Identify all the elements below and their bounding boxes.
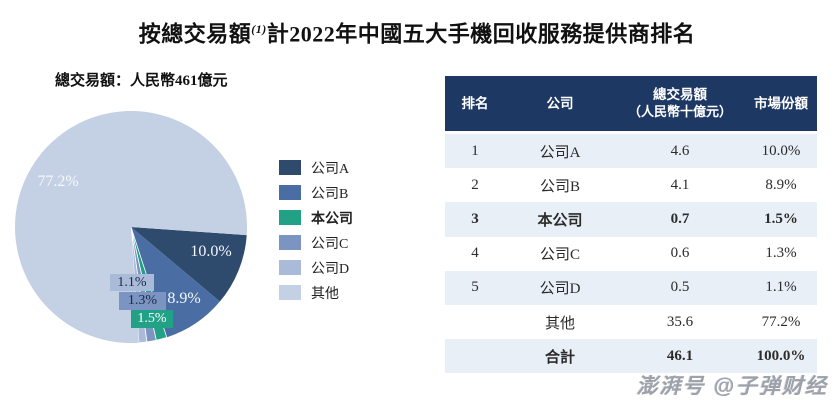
table-cell: 35.6 — [666, 313, 694, 330]
legend-swatch-icon — [279, 260, 301, 275]
table-row: 3 本公司 0.7 1.5% — [445, 202, 817, 237]
pie-label-其他: 77.2% — [37, 173, 79, 190]
pie-callout-本公司: 1.5% — [131, 310, 173, 328]
legend-swatch-icon — [279, 235, 301, 250]
table-cell: 1 — [471, 142, 479, 159]
pie-callout-公司C: 1.3% — [119, 292, 166, 310]
table-cell: 77.2% — [761, 313, 801, 330]
table-cell: 公司D — [539, 281, 581, 298]
table-cell: 1.3% — [765, 245, 797, 262]
table-cell: 8.9% — [765, 176, 797, 193]
legend-label: 本公司 — [311, 211, 353, 227]
table-row: 5 公司D 0.5 1.1% — [445, 270, 817, 305]
table-cell: 4.6 — [670, 142, 690, 159]
watermark: 澎湃号 @子弹财经 — [636, 375, 828, 398]
legend-label: 公司A — [311, 161, 350, 177]
legend-item-公司A: 公司A — [279, 155, 353, 180]
legend: 公司A 公司B 本公司公司C 公司D 其他 — [279, 155, 353, 305]
table-cell: 本公司 — [537, 212, 583, 229]
page-title: 按總交易額(1)計2022年中國五大手機回收服務提供商排名 — [0, 13, 834, 50]
legend-swatch-icon — [279, 185, 301, 200]
legend-label: 公司C — [311, 236, 349, 252]
table-cell: 46.1 — [666, 347, 694, 364]
legend-swatch-icon — [279, 285, 301, 300]
table-cell: 3 — [471, 210, 479, 227]
table-row: 2 公司B 4.1 8.9% — [445, 168, 817, 202]
table-cell: 0.7 — [670, 210, 690, 227]
column-header-排名: 排名 — [461, 95, 489, 111]
title-footnote-marker: (1) — [251, 22, 267, 36]
legend-item-公司C: 公司C — [279, 230, 353, 255]
table-cell: 100.0% — [756, 347, 806, 364]
table-row: 合計 46.1 100.0% — [445, 339, 817, 374]
table-row: 1 公司A 4.6 10.0% — [445, 134, 817, 169]
table-cell: 0.5 — [670, 279, 690, 296]
figure-subtitle: 總交易額：人民幣461億元 — [55, 73, 228, 89]
table-cell: 5 — [471, 279, 479, 296]
table-cell: 0.6 — [670, 245, 690, 262]
legend-swatch-icon — [279, 160, 301, 175]
table-cell: 1.1% — [765, 279, 797, 296]
table-cell: 其他 — [544, 315, 575, 332]
legend-label: 公司B — [311, 186, 349, 202]
table-row: 4 公司C 0.6 1.3% — [445, 237, 817, 271]
column-header-sub: （人民幣十億元） — [627, 103, 732, 119]
ranking-table: 排名 公司 總交易額 （人民幣十億元） 市場份額 1 公司A 4.6 10.0% 2 公司B 4.1… — [445, 76, 817, 374]
pie-label-公司A: 10.0% — [190, 243, 232, 260]
table-cell: 10.0% — [761, 142, 801, 159]
table-cell: 公司C — [539, 247, 580, 264]
table-cell: 1.5% — [764, 210, 798, 227]
table-row: 其他 35.6 77.2% — [445, 305, 817, 339]
legend-swatch-icon — [279, 210, 301, 225]
table-body: 1 公司A 4.6 10.0% 2 公司B 4.1 8.9% 3 本公司 0.7 1.5% 4 公司C 0.… — [445, 134, 817, 374]
legend-item-本公司: 本公司 — [279, 205, 353, 230]
pie-label-公司B: 8.9% — [167, 290, 201, 307]
pie-callout-公司D: 1.1% — [110, 274, 154, 291]
pie-slice-公司B — [131, 227, 220, 338]
table-cell: 公司B — [539, 178, 580, 195]
legend-label: 公司D — [311, 261, 350, 277]
column-header-公司: 公司 — [546, 95, 574, 111]
table-cell: 2 — [471, 176, 479, 193]
legend-label: 其他 — [311, 286, 339, 302]
table-cell: 4 — [471, 245, 479, 262]
table-cell: 4.1 — [670, 176, 690, 193]
legend-item-其他: 其他 — [279, 280, 353, 305]
pie-slice-公司A — [131, 227, 247, 302]
legend-item-公司B: 公司B — [279, 180, 353, 205]
legend-item-公司D: 公司D — [279, 255, 353, 280]
table-header: 排名 公司 總交易額 （人民幣十億元） 市場份額 — [445, 76, 817, 131]
table-cell: 公司A — [539, 144, 581, 161]
column-header-市場份額: 市場份額 — [754, 95, 808, 111]
table-cell: 合計 — [544, 349, 575, 366]
title-prefix: 按總交易額 — [138, 21, 252, 47]
title-suffix: 計2022年中國五大手機回收服務提供商排名 — [266, 21, 696, 47]
column-header-總交易額: 總交易額 （人民幣十億元） — [615, 86, 745, 120]
pie-slice-其他 — [15, 111, 247, 343]
